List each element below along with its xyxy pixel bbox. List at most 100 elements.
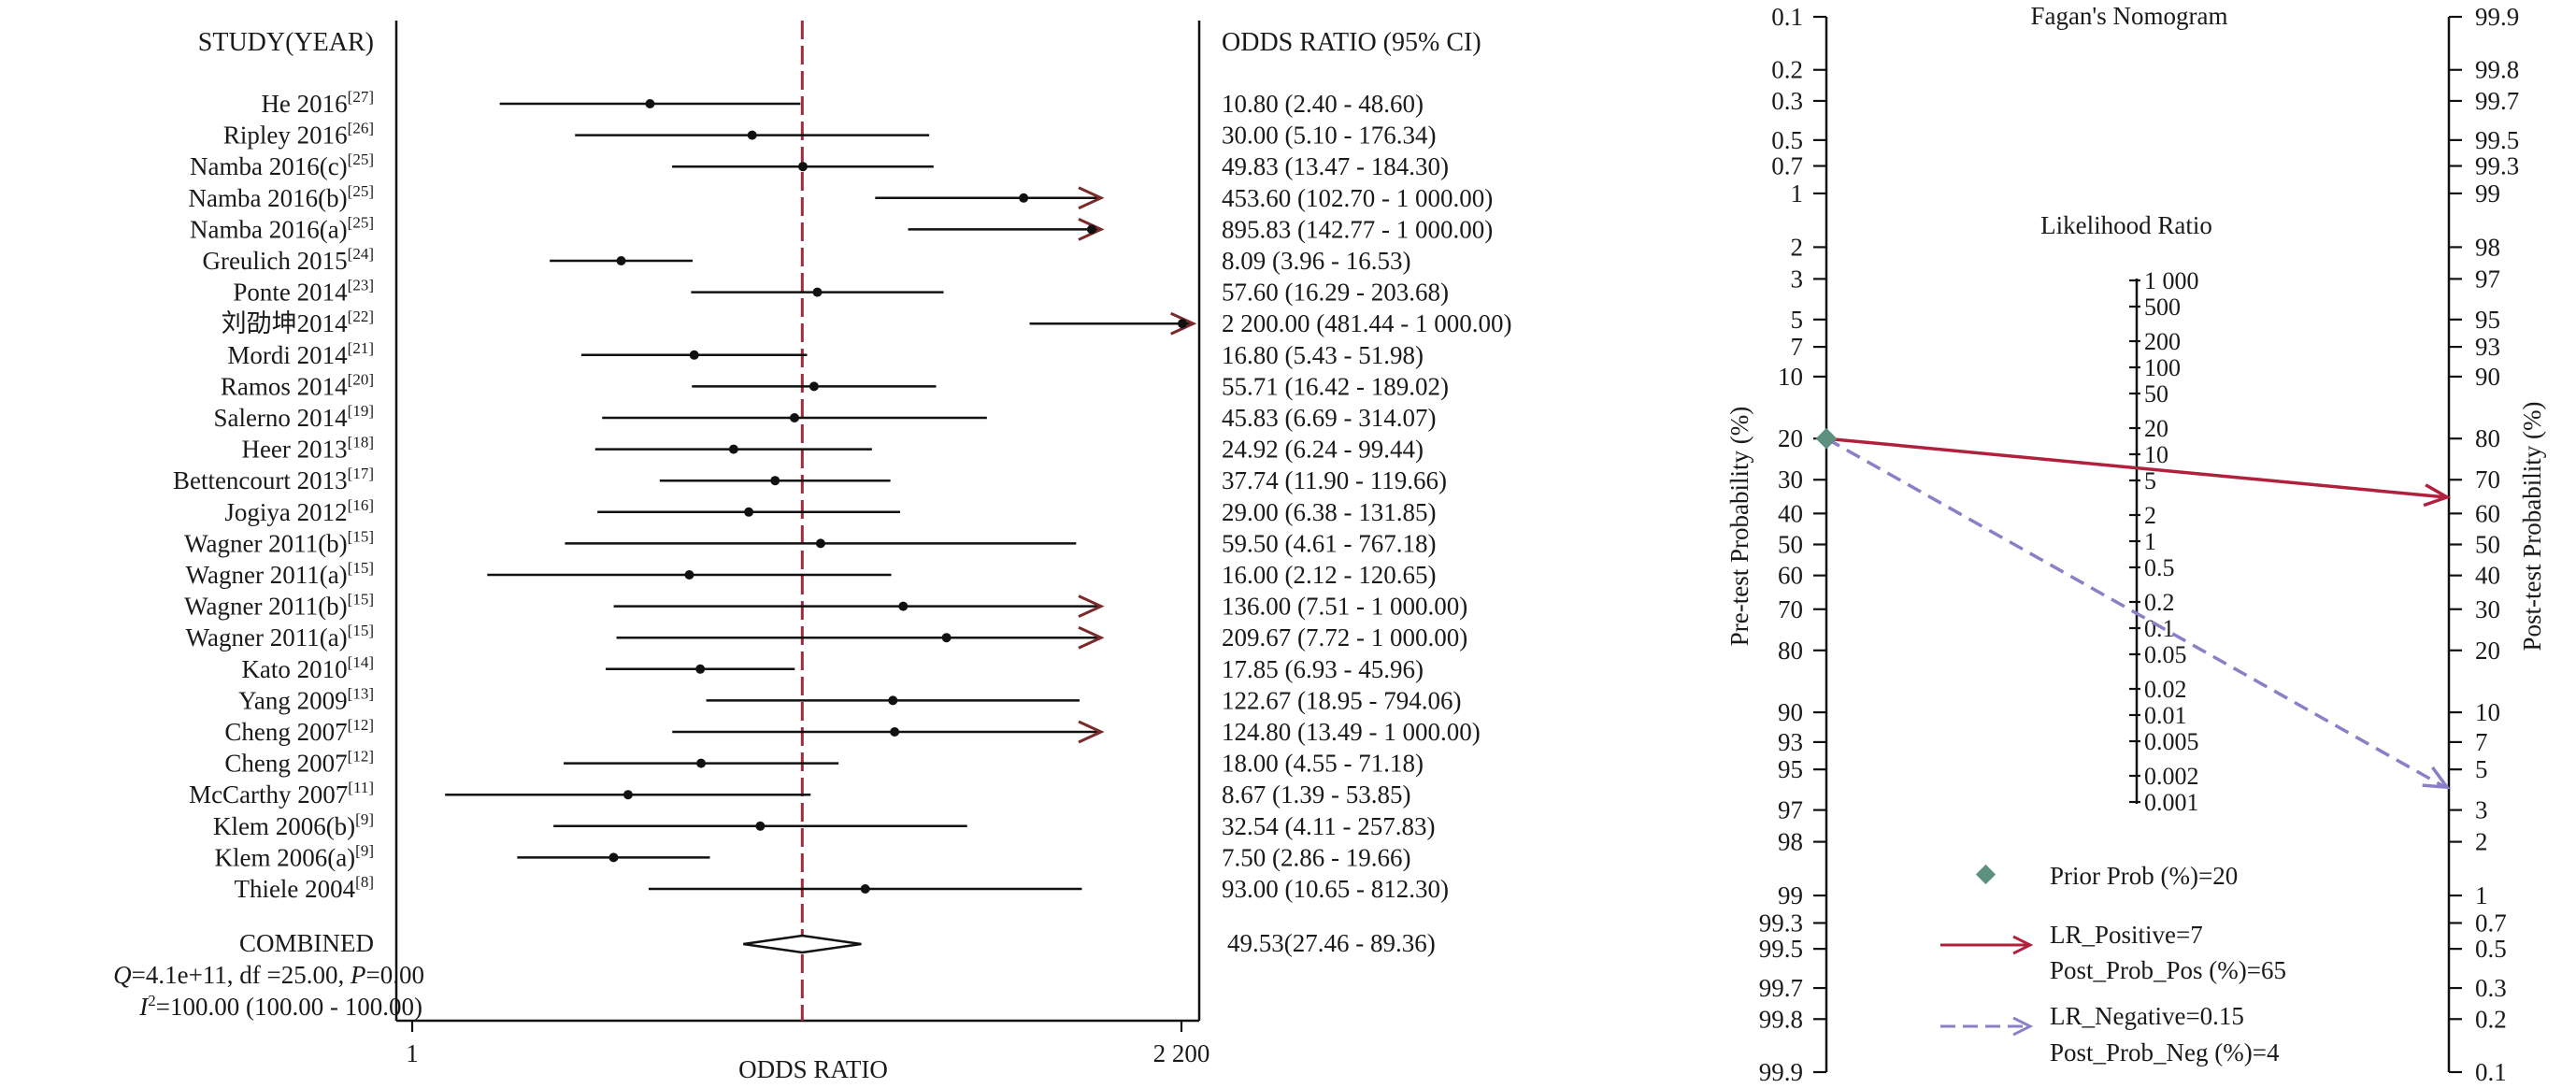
study-label: Wagner 2011(b)[15] xyxy=(184,527,374,557)
combined-label: COMBINED xyxy=(239,929,374,957)
prior-prob-legend-marker xyxy=(1975,864,1996,885)
study-label: Ponte 2014[23] xyxy=(233,277,374,307)
forest-plot: STUDY(YEAR) ODDS RATIO (95% CI) 1 2 200 … xyxy=(113,21,1511,1083)
study-or-label: 29.00 (6.38 - 131.85) xyxy=(1222,498,1436,526)
legend-post-prob-neg: Post_Prob_Neg (%)=4 xyxy=(2050,1038,2280,1067)
pretest-tick-label: 93 xyxy=(1778,728,1803,756)
posttest-tick-label: 0.2 xyxy=(2475,1005,2507,1033)
study-or-label: 93.00 (10.65 - 812.30) xyxy=(1222,875,1449,903)
lr-tick-label: 0.2 xyxy=(2144,589,2175,616)
study-label: Mordi 2014[21] xyxy=(227,339,374,369)
study-point xyxy=(747,130,757,140)
lr-tick-label: 10 xyxy=(2144,441,2168,468)
study-or-label: 59.50 (4.61 - 767.18) xyxy=(1222,529,1436,557)
study-or-label: 2 200.00 (481.44 - 1 000.00) xyxy=(1222,309,1511,337)
study-point xyxy=(809,381,819,392)
study-point xyxy=(815,538,825,549)
pretest-tick-label: 0.5 xyxy=(1771,126,1803,154)
lr-tick-label: 0.005 xyxy=(2144,728,2199,755)
pretest-tick-label: 95 xyxy=(1778,755,1803,783)
nomogram-legend: Prior Prob (%)=20 LR_Positive=7 Post_Pro… xyxy=(1940,862,2286,1067)
lr-tick-label: 1 xyxy=(2144,528,2156,555)
heterogeneity-q: Q=4.1e+11, df =25.00, P=0.00 xyxy=(113,961,424,989)
study-point xyxy=(1178,319,1187,329)
study-label: Heer 2013[18] xyxy=(241,434,374,464)
posttest-tick-label: 99.8 xyxy=(2475,56,2519,84)
study-label: Ripley 2016[26] xyxy=(223,120,374,150)
study-label: Namba 2016(a)[25] xyxy=(190,213,374,243)
study-label: Thiele 2004[8] xyxy=(234,873,374,903)
posttest-tick-label: 97 xyxy=(2475,265,2500,293)
forest-study-rows: He 2016[27] 10.80 (2.40 - 48.60) Ripley 20… xyxy=(173,88,1512,903)
study-point xyxy=(728,444,738,454)
forest-header-study: STUDY(YEAR) xyxy=(198,28,374,57)
study-or-label: 453.60 (102.70 - 1 000.00) xyxy=(1222,184,1493,212)
posttest-tick-label: 5 xyxy=(2475,755,2488,783)
study-ci-arrow xyxy=(1170,311,1197,336)
study-label: Cheng 2007[12] xyxy=(224,716,374,746)
study-label: Namba 2016(c)[25] xyxy=(190,150,374,180)
study-label: Salerno 2014[19] xyxy=(213,402,374,432)
pretest-tick-label: 70 xyxy=(1778,595,1803,623)
study-label: Jogiya 2012[16] xyxy=(224,496,374,526)
study-or-label: 209.67 (7.72 - 1 000.00) xyxy=(1222,623,1467,651)
lr-tick-label: 50 xyxy=(2144,380,2168,408)
study-point xyxy=(898,601,909,611)
pretest-tick-label: 90 xyxy=(1778,698,1803,726)
posttest-ticks: 99.999.899.799.599.399989795939080706050… xyxy=(2449,3,2519,1086)
study-label: Wagner 2011(b)[15] xyxy=(184,591,374,621)
study-or-label: 8.09 (3.96 - 16.53) xyxy=(1222,247,1410,275)
lr-tick-label: 0.1 xyxy=(2144,615,2175,642)
study-point xyxy=(695,664,706,674)
pretest-tick-label: 98 xyxy=(1778,828,1803,856)
pretest-tick-label: 0.1 xyxy=(1771,3,1803,31)
combined-diamond xyxy=(743,934,862,954)
study-label: Ramos 2014[20] xyxy=(221,370,374,400)
study-point xyxy=(616,256,626,265)
study-or-label: 122.67 (18.95 - 794.06) xyxy=(1222,686,1461,714)
prior-prob-marker xyxy=(1815,427,1838,450)
pretest-tick-label: 3 xyxy=(1791,265,1804,293)
study-or-label: 45.83 (6.69 - 314.07) xyxy=(1222,404,1436,432)
study-point xyxy=(1086,224,1096,235)
posttest-tick-label: 95 xyxy=(2475,306,2500,334)
study-ci-arrow xyxy=(1078,720,1105,744)
study-or-label: 18.00 (4.55 - 71.18) xyxy=(1222,750,1424,778)
study-label: He 2016[27] xyxy=(261,88,374,118)
study-or-label: 37.74 (11.90 - 119.66) xyxy=(1222,466,1447,494)
lr-tick-label: 500 xyxy=(2144,293,2181,321)
study-point xyxy=(790,413,800,422)
study-label: Bettencourt 2013[17] xyxy=(173,465,374,494)
study-label: Kato 2010[14] xyxy=(241,653,374,683)
study-point xyxy=(860,884,870,894)
study-label: Klem 2006(a)[9] xyxy=(214,841,374,871)
legend-post-prob-pos: Post_Prob_Pos (%)=65 xyxy=(2050,956,2286,984)
pretest-tick-label: 99.7 xyxy=(1759,974,1803,1002)
study-or-label: 136.00 (7.51 - 1 000.00) xyxy=(1222,593,1467,621)
study-label: Wagner 2011(a)[15] xyxy=(186,622,374,651)
study-point xyxy=(1019,193,1029,203)
study-or-label: 895.83 (142.77 - 1 000.00) xyxy=(1222,215,1493,243)
posttest-tick-label: 99.7 xyxy=(2475,87,2519,115)
lr-tick-label: 5 xyxy=(2144,467,2156,494)
lr-negative-line xyxy=(1825,437,2446,789)
posttest-tick-label: 50 xyxy=(2475,531,2500,559)
pretest-tick-label: 99.9 xyxy=(1759,1058,1803,1086)
study-point xyxy=(744,507,754,517)
lr-negative-arrow xyxy=(2422,766,2451,790)
forest-xtick-label: 2 200 xyxy=(1153,1039,1210,1067)
pretest-tick-label: 0.7 xyxy=(1771,152,1803,180)
pretest-tick-label: 0.3 xyxy=(1771,87,1803,115)
study-or-label: 57.60 (16.29 - 203.68) xyxy=(1222,279,1449,307)
posttest-tick-label: 70 xyxy=(2475,465,2500,494)
study-label: Yang 2009[13] xyxy=(238,684,374,714)
posttest-tick-label: 99.3 xyxy=(2475,152,2519,180)
study-or-label: 17.85 (6.93 - 45.96) xyxy=(1222,655,1424,683)
study-point xyxy=(755,821,766,831)
posttest-tick-label: 40 xyxy=(2475,562,2500,590)
lr-negative-legend-arrow xyxy=(2012,1016,2034,1037)
posttest-tick-label: 20 xyxy=(2475,637,2500,665)
study-point xyxy=(770,476,780,486)
study-point xyxy=(890,727,900,737)
